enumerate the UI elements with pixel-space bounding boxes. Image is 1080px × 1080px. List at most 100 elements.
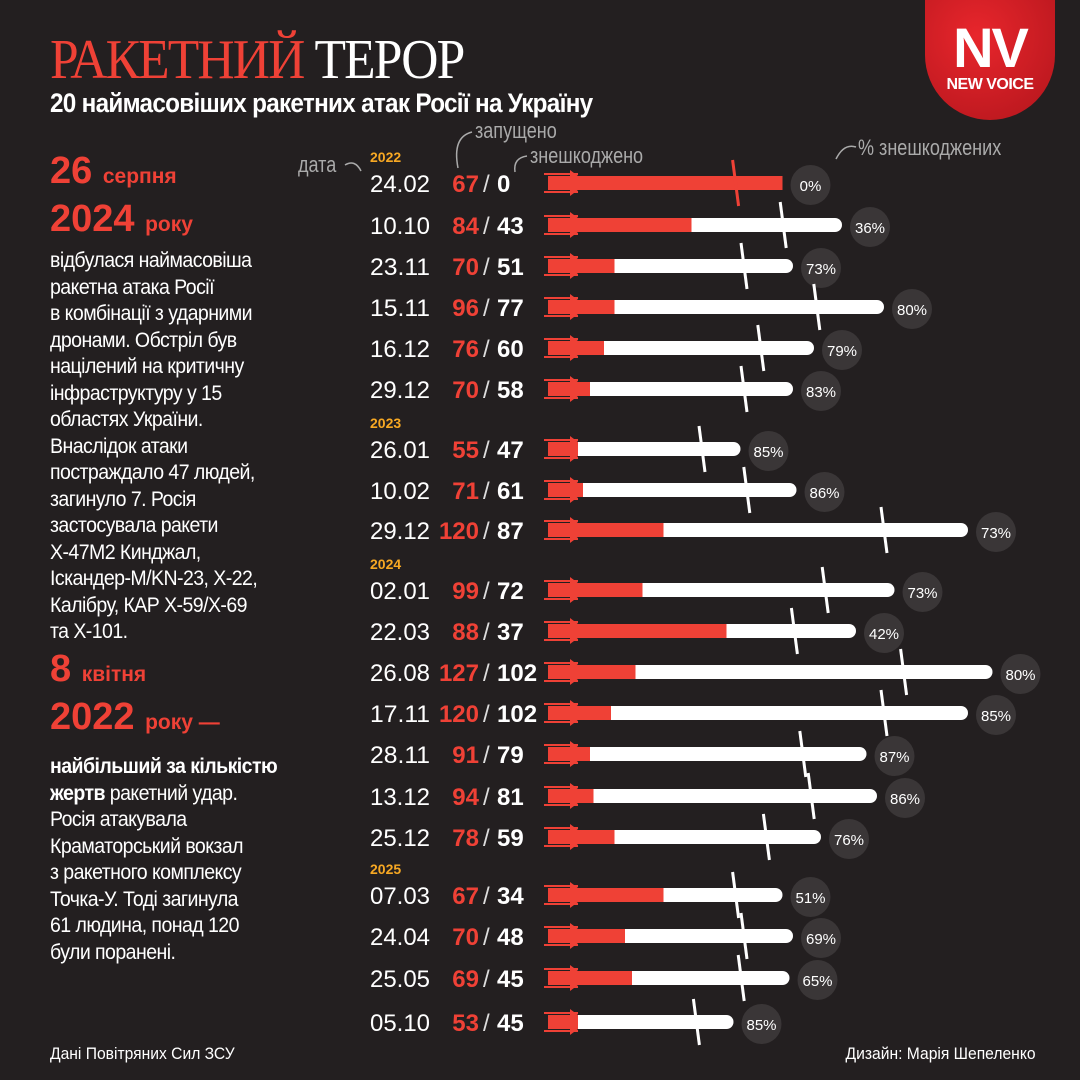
percent-badge [804,472,845,512]
percent-label: 0% [800,178,822,195]
row-destroyed: 60 [497,336,524,363]
block2-bold: найбільший за кількістю жертв [50,755,278,805]
row-slash: / [483,377,490,404]
bar-launched [548,929,625,943]
nv-logo: NV NEW VOICE [925,0,1055,120]
row-slash: / [483,966,490,993]
row-destroyed: 102 [497,701,537,728]
row-date: 23.11 [370,254,430,281]
row-destroyed: 47 [497,437,524,464]
row-launched: 120 [439,518,479,545]
row-destroyed: 0 [497,171,510,198]
block2-year: 2022 [50,696,135,738]
row-destroyed: 87 [497,518,524,545]
percent-label: 65% [802,973,832,990]
percent-label: 42% [869,626,899,643]
page-title: РАКЕТНИЙ ТЕРОР [50,28,466,92]
row-slash: / [483,1010,490,1037]
bar-destroyed [548,789,877,803]
row-date: 22.03 [370,619,430,646]
row-date: 24.02 [370,171,430,198]
bar-launched [548,1015,576,1029]
row-slash: / [483,518,490,545]
source-note: Дані Повітряних Сил ЗСУ [50,1044,235,1063]
percent-badge [801,918,841,958]
row-slash: / [483,254,490,281]
block2-month: квітня [81,663,147,686]
block1-year-word: року [145,213,193,236]
tail-icon [570,253,578,279]
bar-destroyed [548,747,867,761]
row-date: 24.04 [370,924,430,951]
year-label: 2024 [370,556,401,572]
arrow-destroyed-icon [514,155,528,173]
row-date: 26.01 [370,437,430,464]
wing-icon [739,365,749,413]
tail-icon [570,436,578,462]
year-label: 2025 [370,861,401,877]
row-slash: / [483,171,490,198]
bar-launched [548,665,636,679]
row-date: 10.02 [370,478,430,505]
arrow-date-icon [344,162,362,172]
wing-icon [691,998,701,1046]
row-launched: 91 [452,742,479,769]
row-destroyed: 34 [497,883,524,910]
block1-day: 26 [50,150,93,192]
percent-label: 86% [809,485,839,502]
wing-icon [761,813,771,861]
title-white: ТЕРОР [314,29,466,91]
block2-year-word: року — [145,711,220,734]
row-launched: 71 [452,478,479,505]
percent-badge [790,165,831,205]
percent-badge [1000,654,1041,694]
bar-destroyed [548,706,968,720]
tail-icon [570,700,578,726]
tail-icon [570,923,578,949]
tail-icon [570,965,578,991]
tail-icon [570,882,578,908]
wing-icon [806,772,816,820]
bar-launched [548,176,783,190]
wing-icon [756,324,766,372]
percent-badge [797,960,838,1000]
percent-label: 85% [746,1017,776,1034]
tail-icon [570,170,578,196]
row-date: 29.12 [370,518,430,545]
wing-icon [879,506,889,554]
row-destroyed: 79 [497,742,524,769]
bar-launched [548,218,692,232]
wing-icon [879,689,889,737]
tail-icon [570,335,578,361]
design-credit: Дизайн: Марія Шепеленко [845,1044,1036,1063]
legend-launched: запущено [475,118,557,143]
percent-label: 79% [827,343,857,360]
bar-launched [548,888,664,902]
row-slash: / [483,578,490,605]
row-date: 25.12 [370,825,430,852]
bar-launched [548,971,632,985]
row-destroyed: 48 [497,924,524,951]
bar-launched [548,624,727,638]
bar-destroyed [548,1015,734,1029]
bar-launched [548,830,615,844]
bar-destroyed [548,830,821,844]
highlight-block-1: 26 серпня 2024 року відбулася наймасовіш… [50,150,340,646]
percent-badge [741,1004,782,1044]
row-date: 25.05 [370,966,430,993]
percent-badge [976,512,1016,552]
row-destroyed: 51 [497,254,524,281]
percent-label: 87% [879,749,909,766]
tail-icon [570,517,578,543]
percent-label: 86% [890,791,920,808]
percent-label: 85% [981,708,1011,725]
bar-launched [548,300,615,314]
wing-icon [739,912,749,960]
row-date: 16.12 [370,336,430,363]
row-slash: / [483,336,490,363]
wing-icon [778,201,788,249]
wing-icon [820,566,830,614]
percent-badge [801,248,841,288]
row-slash: / [483,701,490,728]
